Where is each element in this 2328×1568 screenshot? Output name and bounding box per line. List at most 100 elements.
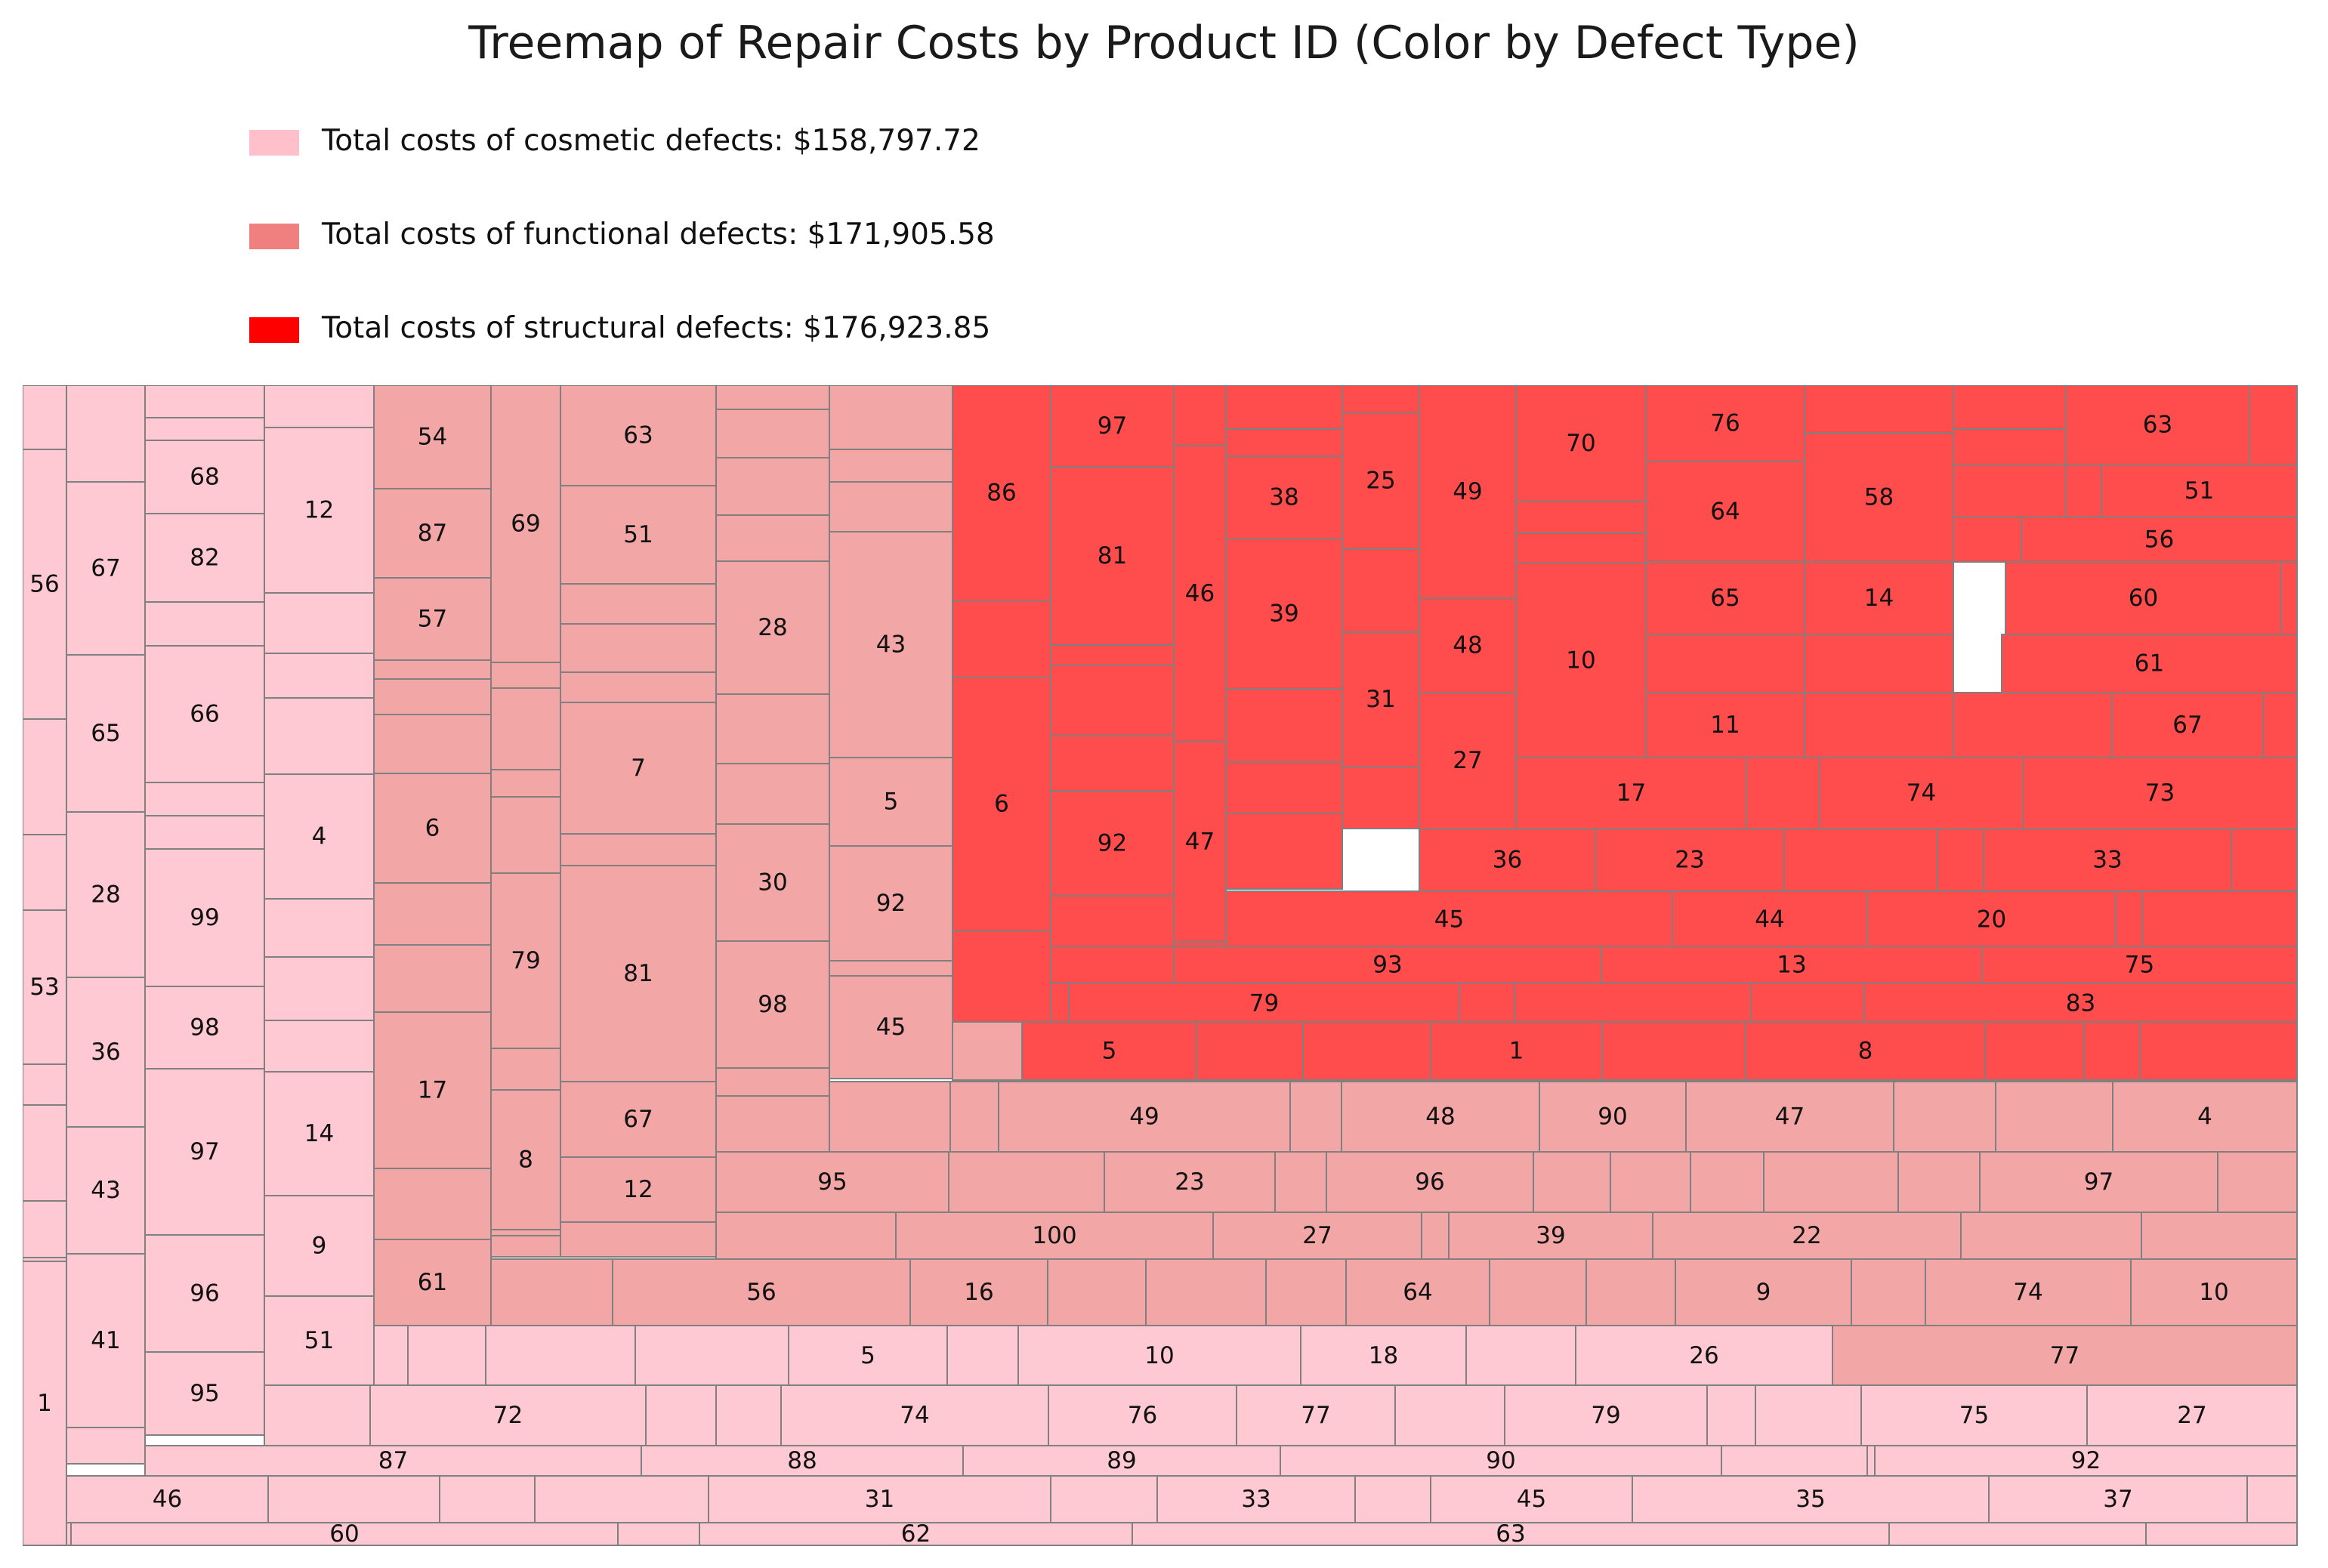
treemap-tile-label: 88 (787, 1447, 817, 1474)
treemap-tile-cosmetic-74 (780, 1384, 1049, 1446)
treemap-tile-label: 86 (986, 480, 1016, 507)
treemap-tile-label: 9 (312, 1233, 327, 1260)
treemap-tile-functional-67 (560, 1081, 717, 1158)
treemap-tile-functional (490, 1235, 561, 1258)
treemap-tile-label: 7 (631, 755, 646, 782)
treemap-tile-label: 79 (1591, 1402, 1620, 1429)
treemap-tile-structural-79 (1068, 983, 1460, 1024)
treemap-tile-functional (715, 385, 830, 410)
treemap-tile-structural (1225, 688, 1343, 763)
treemap-tile-label: 35 (1795, 1486, 1825, 1513)
treemap-tile-label: 67 (91, 555, 120, 582)
treemap-tile-cosmetic (2145, 1522, 2298, 1546)
legend-label-structural: Total costs of structural defects: $176,… (322, 311, 991, 345)
treemap-tile-structural-51 (2101, 464, 2298, 518)
treemap-tile-structural (1750, 983, 1865, 1024)
treemap-tile-label: 83 (2066, 990, 2095, 1017)
treemap-tile-functional (560, 833, 717, 866)
treemap-tile-structural-27 (1419, 692, 1517, 829)
treemap-tile-label: 5 (860, 1342, 875, 1369)
treemap-tile-functional (829, 449, 953, 483)
treemap-tile-structural (1984, 1021, 2085, 1081)
treemap-tile-functional (1960, 1211, 2142, 1260)
treemap-tile-functional (560, 671, 717, 703)
treemap-tile-structural-83 (1863, 983, 2298, 1024)
treemap-tile-cosmetic-26 (1575, 1325, 1833, 1387)
treemap-tile-label: 99 (190, 904, 219, 931)
treemap-tile-functional (1145, 1258, 1267, 1326)
treemap-tile-label: 81 (623, 960, 653, 987)
treemap-tile-functional (490, 1258, 613, 1326)
treemap-tile-label: 98 (190, 1014, 219, 1042)
treemap-tile-label: 51 (304, 1327, 334, 1354)
treemap-tile-structural (952, 930, 1051, 1023)
treemap-tile-label: 13 (1777, 952, 1806, 979)
treemap-tile-functional (715, 1095, 830, 1153)
treemap-tile-cosmetic (264, 956, 375, 1021)
treemap-tile-functional (1265, 1258, 1347, 1326)
treemap-tile-functional (1851, 1258, 1926, 1326)
treemap-tile-structural-65 (1645, 561, 1805, 635)
treemap-tile-label: 1 (37, 1390, 52, 1417)
treemap-tile-cosmetic (1888, 1522, 2147, 1546)
treemap-tile-label: 14 (1864, 585, 1894, 612)
treemap-tile-structural (1515, 532, 1647, 564)
treemap-tile-structural-36 (1419, 828, 1596, 892)
treemap-tile-functional-79 (490, 872, 561, 1049)
treemap-tile-label: 44 (1755, 906, 1784, 934)
treemap-tile-label: 39 (1536, 1222, 1565, 1249)
treemap-tile-functional-74 (1925, 1258, 2132, 1326)
treemap-tile-structural (1050, 895, 1175, 947)
treemap-tile-label: 87 (378, 1447, 408, 1474)
treemap-tile-label: 67 (2172, 711, 2202, 739)
treemap-tile-label: 41 (91, 1327, 120, 1354)
treemap-tile-cosmetic-43 (66, 1126, 146, 1255)
treemap-tile-structural (1225, 761, 1343, 814)
treemap-tile-functional-23 (1104, 1151, 1276, 1213)
treemap-tile-structural-25 (1342, 412, 1420, 550)
treemap-tile-structural-63 (2065, 385, 2250, 465)
treemap-tile-label: 6 (425, 815, 440, 842)
treemap-tile-structural (2115, 890, 2143, 949)
treemap-tile-cosmetic (144, 417, 265, 441)
treemap-tile-structural (1050, 983, 1070, 1024)
treemap-tile-structural (1953, 464, 2067, 518)
treemap-tile-label: 26 (1689, 1342, 1718, 1369)
treemap-tile-label: 56 (29, 571, 59, 598)
treemap-tile-structural (1937, 828, 1984, 892)
treemap-tile-structural-23 (1595, 828, 1785, 892)
treemap-tile-cosmetic (1755, 1384, 1862, 1446)
treemap-tile-cosmetic (1050, 1475, 1158, 1523)
treemap-tile-structural (1196, 1021, 1304, 1081)
treemap-tile-label: 97 (1098, 412, 1127, 440)
treemap-tile-functional (2141, 1211, 2298, 1260)
treemap-tile-functional-8 (490, 1089, 561, 1230)
treemap-tile-label: 46 (1185, 580, 1215, 607)
treemap-tile-structural-8 (1745, 1021, 1986, 1081)
treemap-tile-functional (829, 960, 953, 977)
treemap-tile-label: 90 (1486, 1447, 1515, 1474)
treemap-tile-structural (1342, 766, 1420, 829)
treemap-tile-structural (1804, 692, 1954, 758)
treemap-tile-label: 65 (1710, 585, 1740, 612)
treemap-tile-label: 66 (190, 701, 219, 728)
treemap-tile-cosmetic (534, 1475, 709, 1523)
treemap-tile-label: 45 (876, 1014, 906, 1041)
treemap-tile-label: 61 (2135, 650, 2164, 678)
treemap-tile-structural-13 (1601, 946, 1983, 984)
treemap-tile-functional-81 (560, 865, 717, 1082)
treemap-tile-functional (1690, 1151, 1765, 1213)
treemap-tile-label: 65 (91, 720, 120, 747)
treemap-tile-label: 43 (91, 1177, 120, 1204)
treemap-tile-structural (2231, 828, 2298, 892)
treemap-tile-functional-95 (715, 1151, 949, 1213)
treemap-tile-cosmetic (264, 653, 375, 699)
treemap-tile-functional (373, 944, 492, 1013)
treemap-tile-label: 57 (418, 606, 447, 633)
treemap-tile-cosmetic-62 (699, 1522, 1133, 1546)
treemap-tile-cosmetic (715, 1384, 782, 1446)
treemap-tile-cosmetic-10 (1017, 1325, 1301, 1387)
treemap-tile-label: 31 (865, 1486, 894, 1513)
treemap-tile-functional (373, 714, 492, 774)
treemap-tile-functional-4 (2112, 1081, 2298, 1153)
